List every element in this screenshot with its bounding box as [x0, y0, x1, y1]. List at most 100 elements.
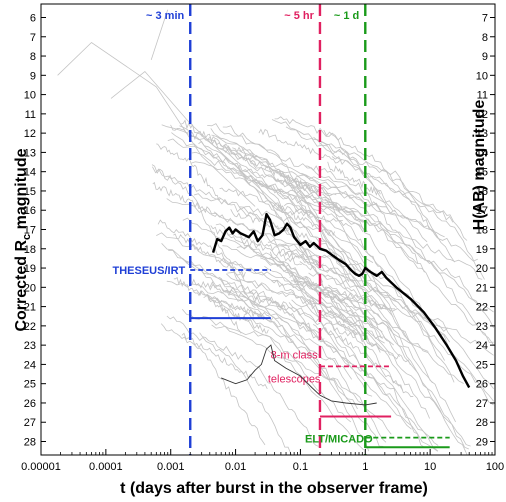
y-left-tick-label: 11	[25, 109, 36, 121]
grey-light-curve	[310, 299, 471, 447]
grey-light-curve	[295, 182, 494, 406]
y-right-tick-label: 14	[476, 147, 488, 159]
grey-light-curve	[288, 302, 439, 446]
grey-light-curve	[57, 41, 256, 207]
y-left-axis-ticks: 6 7 8 9 10 11 12 13 14 15 16 17 18 19 20 21 22 23 24 25 26 27…	[24, 12, 46, 449]
grey-light-curve	[179, 125, 345, 324]
instrument-label-8m-line2: telescopes	[268, 374, 321, 386]
y-left-tick-label: 18	[24, 244, 36, 256]
y-right-tick-label: 12	[476, 109, 488, 121]
grey-light-curve	[190, 161, 368, 232]
grey-light-curve	[173, 233, 246, 279]
grey-light-curve	[269, 200, 445, 361]
y-right-tick-label: 8	[482, 32, 488, 44]
y-right-tick-label: 26	[476, 379, 488, 391]
grey-light-curve	[238, 149, 428, 243]
grey-light-curve	[328, 284, 469, 450]
grey-light-curve	[213, 211, 324, 267]
instrument-label-theseus: THESEUS/IRT	[113, 265, 186, 277]
y-left-tick-label: 27	[24, 417, 36, 429]
vertical-marker-label: ~ 1 d	[334, 10, 359, 22]
y-left-tick-label: 23	[24, 340, 36, 352]
grey-light-curve	[271, 279, 382, 351]
grey-light-curve	[166, 198, 385, 344]
y-left-tick-label: 14	[24, 167, 36, 179]
y-left-tick-label: 13	[24, 147, 36, 159]
x-axis-title: t (days after burst in the observer fram…	[120, 480, 428, 497]
grey-light-curve	[193, 193, 365, 286]
y-left-tick-label: 8	[30, 51, 36, 63]
y-right-tick-label: 16	[476, 186, 488, 198]
y-right-tick-label: 9	[482, 51, 488, 63]
grey-light-curve	[275, 204, 335, 237]
y-right-tick-label: 17	[476, 205, 488, 217]
grey-light-curve	[160, 323, 266, 446]
y-left-tick-label: 20	[24, 282, 36, 294]
grey-light-curve	[281, 243, 455, 383]
y-left-tick-label: 19	[24, 263, 36, 275]
grey-light-curve	[283, 202, 384, 275]
instrument-label-8m-line1: 8-m class	[271, 350, 319, 362]
grey-light-curve	[206, 138, 364, 233]
y-left-axis-title: Corrected Rc magnitude	[13, 148, 33, 331]
y-left-axis-title-prefix: Corrected R	[13, 240, 30, 332]
y-right-tick-label: 28	[476, 417, 488, 429]
grey-light-curve	[324, 201, 483, 280]
vertical-time-markers: ~ 3 min ~ 5 hr ~ 1 d	[146, 4, 367, 455]
y-right-axis-title: H(AB) magnitude	[471, 100, 488, 231]
y-right-tick-label: 29	[476, 437, 488, 449]
grey-light-curve	[209, 281, 312, 333]
grey-light-curve	[167, 138, 372, 282]
grey-light-curve	[191, 151, 343, 221]
y-left-tick-label: 9	[30, 70, 36, 82]
y-right-tick-label: 18	[476, 225, 488, 237]
x-tick-label: 100	[486, 461, 504, 473]
y-right-tick-label: 7	[482, 12, 488, 24]
grey-light-curve	[182, 217, 373, 397]
grey-light-curves	[57, 9, 494, 456]
x-axis-ticks: 0.00001 0.0001 0.001 0.01 0.1 1 10 100	[21, 449, 504, 473]
grey-light-curve	[218, 276, 325, 342]
grey-light-curve	[157, 219, 250, 300]
y-right-tick-label: 21	[476, 282, 488, 294]
grey-light-curve	[161, 243, 370, 452]
y-left-axis-title-suffix: magnitude	[13, 148, 30, 233]
y-right-axis-ticks: 7 8 9 10 11 12 13 14 15 16 17 18 19 20 21 22 23 24 25 26 27 2…	[476, 12, 495, 449]
grey-light-curve	[308, 272, 494, 356]
grey-light-curve	[301, 172, 478, 262]
vertical-marker-label: ~ 5 hr	[284, 10, 314, 22]
grey-light-curve	[181, 119, 257, 167]
grey-light-curve	[152, 181, 219, 218]
grey-light-curve	[222, 245, 412, 430]
grey-light-curve	[207, 123, 382, 213]
y-right-tick-label: 20	[476, 263, 488, 275]
y-right-tick-label: 11	[477, 90, 488, 102]
grey-light-curve	[324, 198, 494, 343]
y-left-tick-label: 28	[24, 437, 36, 449]
grey-light-curve	[225, 273, 429, 352]
grey-light-curve	[322, 193, 494, 328]
y-right-tick-label: 22	[476, 302, 488, 314]
grey-light-curve	[156, 143, 221, 201]
grey-light-curve	[236, 244, 383, 340]
y-right-tick-label: 15	[476, 167, 488, 179]
grey-light-curve	[211, 299, 269, 334]
grey-light-curve	[181, 309, 352, 423]
y-left-axis-title-subscript: c	[21, 234, 33, 240]
x-tick-label: 0.0001	[89, 461, 123, 473]
grey-light-curve	[182, 258, 353, 380]
grey-light-curve	[299, 261, 387, 310]
grey-light-curve	[238, 233, 315, 268]
instrument-label-elt: ELT/MICADO	[305, 434, 373, 446]
x-tick-label: 0.1	[293, 461, 308, 473]
y-left-tick-label: 12	[24, 128, 36, 140]
vertical-marker-label: ~ 3 min	[146, 10, 184, 22]
y-right-tick-label: 27	[476, 398, 488, 410]
y-left-tick-label: 6	[30, 12, 36, 24]
grey-light-curve	[271, 119, 455, 263]
grey-light-curve	[285, 126, 494, 346]
grey-light-curve	[152, 166, 279, 235]
y-left-tick-label: 25	[24, 379, 36, 391]
grey-light-curve	[264, 165, 319, 195]
